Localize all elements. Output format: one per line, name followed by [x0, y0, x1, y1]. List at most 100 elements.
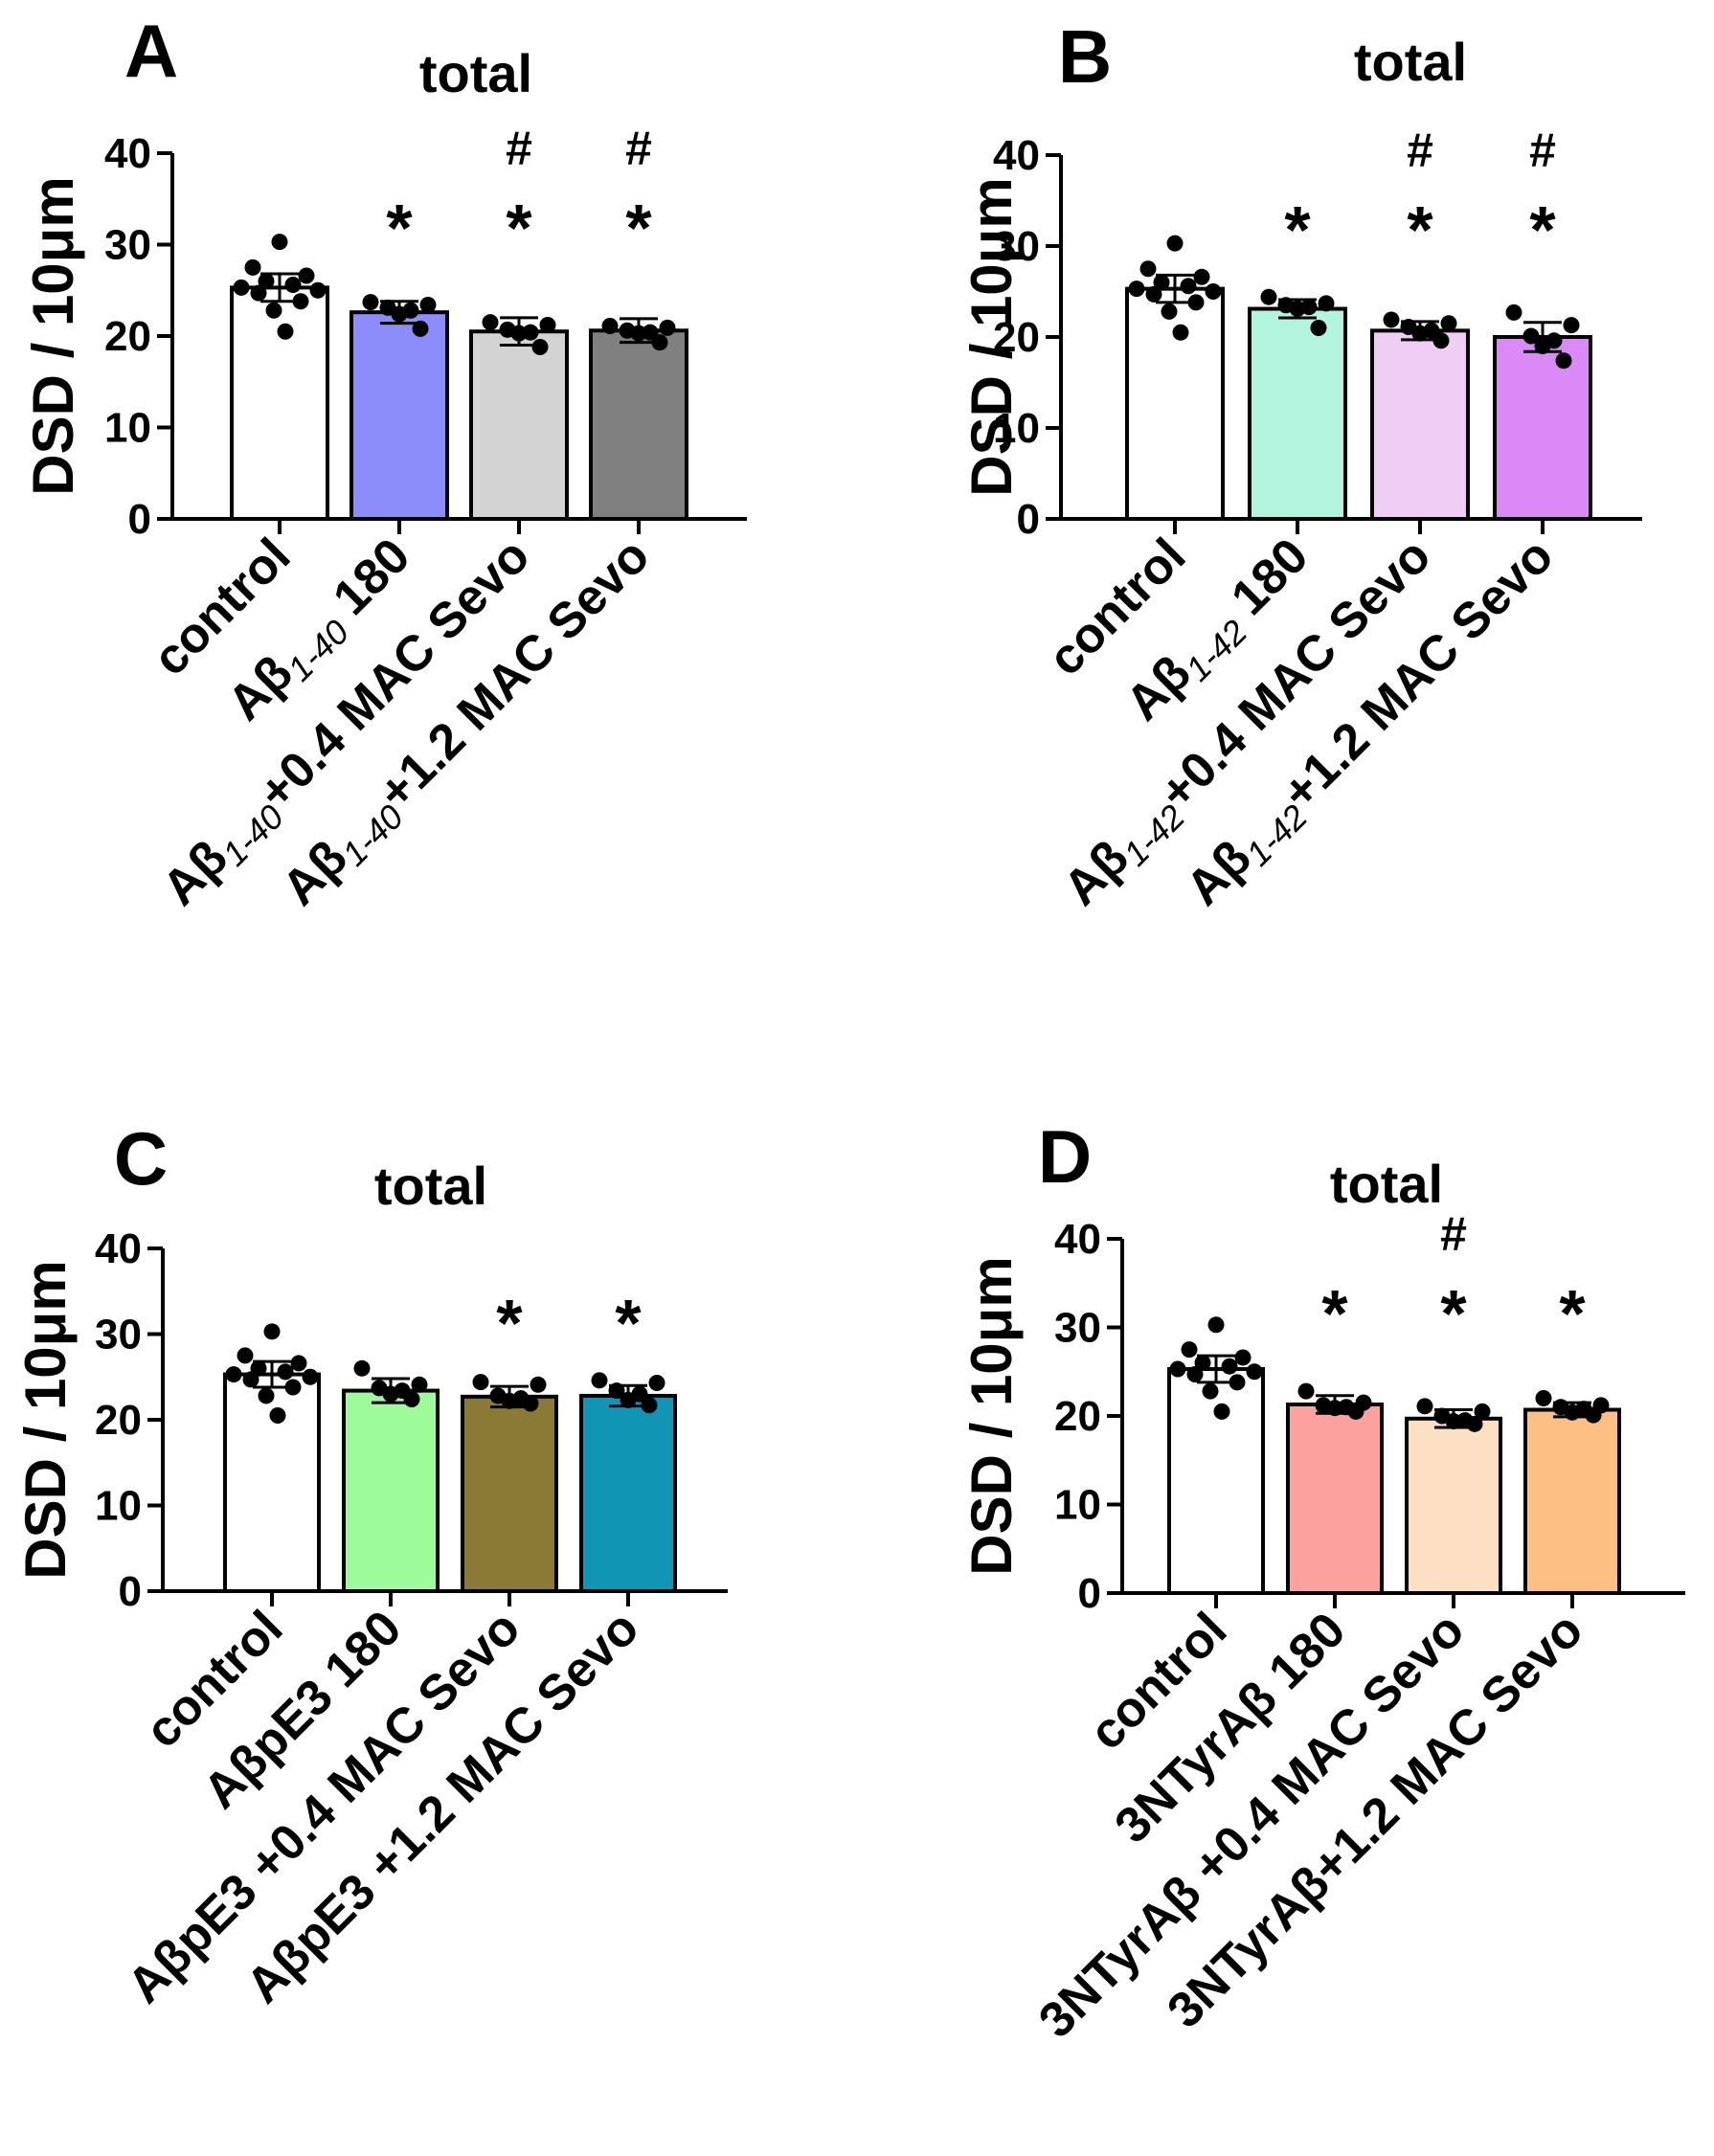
data-point — [269, 1407, 286, 1425]
bar — [230, 285, 329, 522]
data-point — [1202, 1382, 1219, 1400]
y-tick-label: 0 — [1078, 1570, 1101, 1617]
panel-label: D — [1038, 1114, 1092, 1199]
y-axis-label: DSD / 10μm — [959, 177, 1024, 497]
data-point — [1432, 332, 1450, 349]
data-point — [522, 1395, 539, 1412]
data-point — [277, 1363, 294, 1381]
y-tick-label: 30 — [95, 1312, 142, 1359]
data-point — [292, 293, 309, 310]
chart-title: total — [1330, 1154, 1443, 1214]
data-point — [1564, 1404, 1581, 1421]
significance-star: * — [1284, 192, 1311, 267]
data-point — [501, 1392, 518, 1409]
significance-star: * — [1321, 1276, 1348, 1351]
data-point — [1128, 281, 1145, 298]
chart-title: total — [419, 43, 532, 103]
data-point — [1207, 1316, 1225, 1334]
data-point — [620, 1391, 637, 1408]
bar — [1286, 1402, 1384, 1595]
data-point — [1318, 295, 1335, 312]
data-point — [419, 297, 437, 314]
data-point — [1347, 1403, 1364, 1420]
data-point — [472, 1374, 489, 1391]
significance-star: * — [496, 1286, 523, 1360]
data-point — [391, 305, 408, 323]
data-point — [1411, 325, 1429, 342]
significance-star: * — [1407, 192, 1433, 267]
significance-star: * — [386, 191, 413, 265]
data-point — [1440, 315, 1457, 332]
data-point — [302, 1368, 319, 1385]
data-point — [263, 1323, 281, 1340]
data-point — [1505, 303, 1522, 321]
data-point — [1555, 352, 1572, 370]
y-axis-label: DSD / 10μm — [21, 176, 85, 496]
data-point — [1585, 1406, 1602, 1424]
bar — [342, 1388, 440, 1593]
data-point — [277, 323, 294, 340]
data-point — [1139, 260, 1157, 278]
data-point — [1153, 274, 1170, 291]
data-point — [284, 277, 302, 294]
data-point — [258, 1387, 275, 1404]
bar — [350, 310, 449, 522]
panel-label: B — [1058, 14, 1112, 99]
data-point — [1193, 268, 1210, 285]
panel-label: A — [124, 9, 178, 93]
bar — [461, 1394, 558, 1593]
data-point — [233, 279, 250, 296]
data-point — [531, 338, 549, 355]
data-point — [362, 294, 379, 311]
data-point — [1445, 1413, 1462, 1430]
data-point — [1229, 1374, 1246, 1391]
data-point — [1326, 1400, 1343, 1417]
y-tick-label: 40 — [1054, 1216, 1101, 1263]
data-point — [1297, 1382, 1315, 1400]
data-point — [1213, 1403, 1230, 1420]
significance-hash: # — [625, 122, 652, 175]
data-point — [539, 317, 556, 334]
bar — [589, 328, 688, 521]
y-tick-label: 40 — [993, 132, 1040, 179]
data-point — [1187, 294, 1205, 311]
bar — [1523, 1407, 1621, 1596]
data-point — [1310, 320, 1327, 336]
data-point — [1221, 1358, 1238, 1375]
y-tick-label: 20 — [95, 1397, 142, 1444]
data-point — [411, 1376, 428, 1393]
y-tick-label: 0 — [119, 1568, 142, 1615]
data-point — [630, 325, 647, 342]
data-point — [1186, 1366, 1204, 1383]
y-tick-label: 10 — [95, 1483, 142, 1530]
y-tick-label: 40 — [95, 1225, 142, 1272]
bar — [1125, 286, 1225, 521]
data-point — [1169, 1360, 1186, 1378]
bar — [1248, 306, 1347, 521]
data-point — [1234, 1349, 1252, 1366]
y-tick-label: 40 — [104, 130, 151, 177]
data-point — [608, 1382, 625, 1400]
data-point — [641, 1397, 658, 1414]
data-point — [258, 273, 275, 290]
data-point — [237, 1347, 254, 1364]
significance-star: * — [1440, 1276, 1467, 1351]
data-point — [403, 1391, 420, 1408]
bar — [469, 329, 569, 521]
data-point — [1289, 301, 1306, 318]
data-point — [1535, 1390, 1552, 1406]
chart-title: total — [1354, 32, 1467, 92]
bar — [579, 1393, 677, 1593]
y-tick-label: 10 — [1054, 1482, 1101, 1529]
data-point — [244, 258, 261, 276]
significance-star: * — [615, 1286, 642, 1360]
y-tick-label: 20 — [104, 313, 151, 360]
data-point — [1416, 1398, 1433, 1415]
y-tick-label: 30 — [104, 222, 151, 269]
y-tick-label: 30 — [1054, 1305, 1101, 1352]
data-point — [1466, 1415, 1483, 1432]
